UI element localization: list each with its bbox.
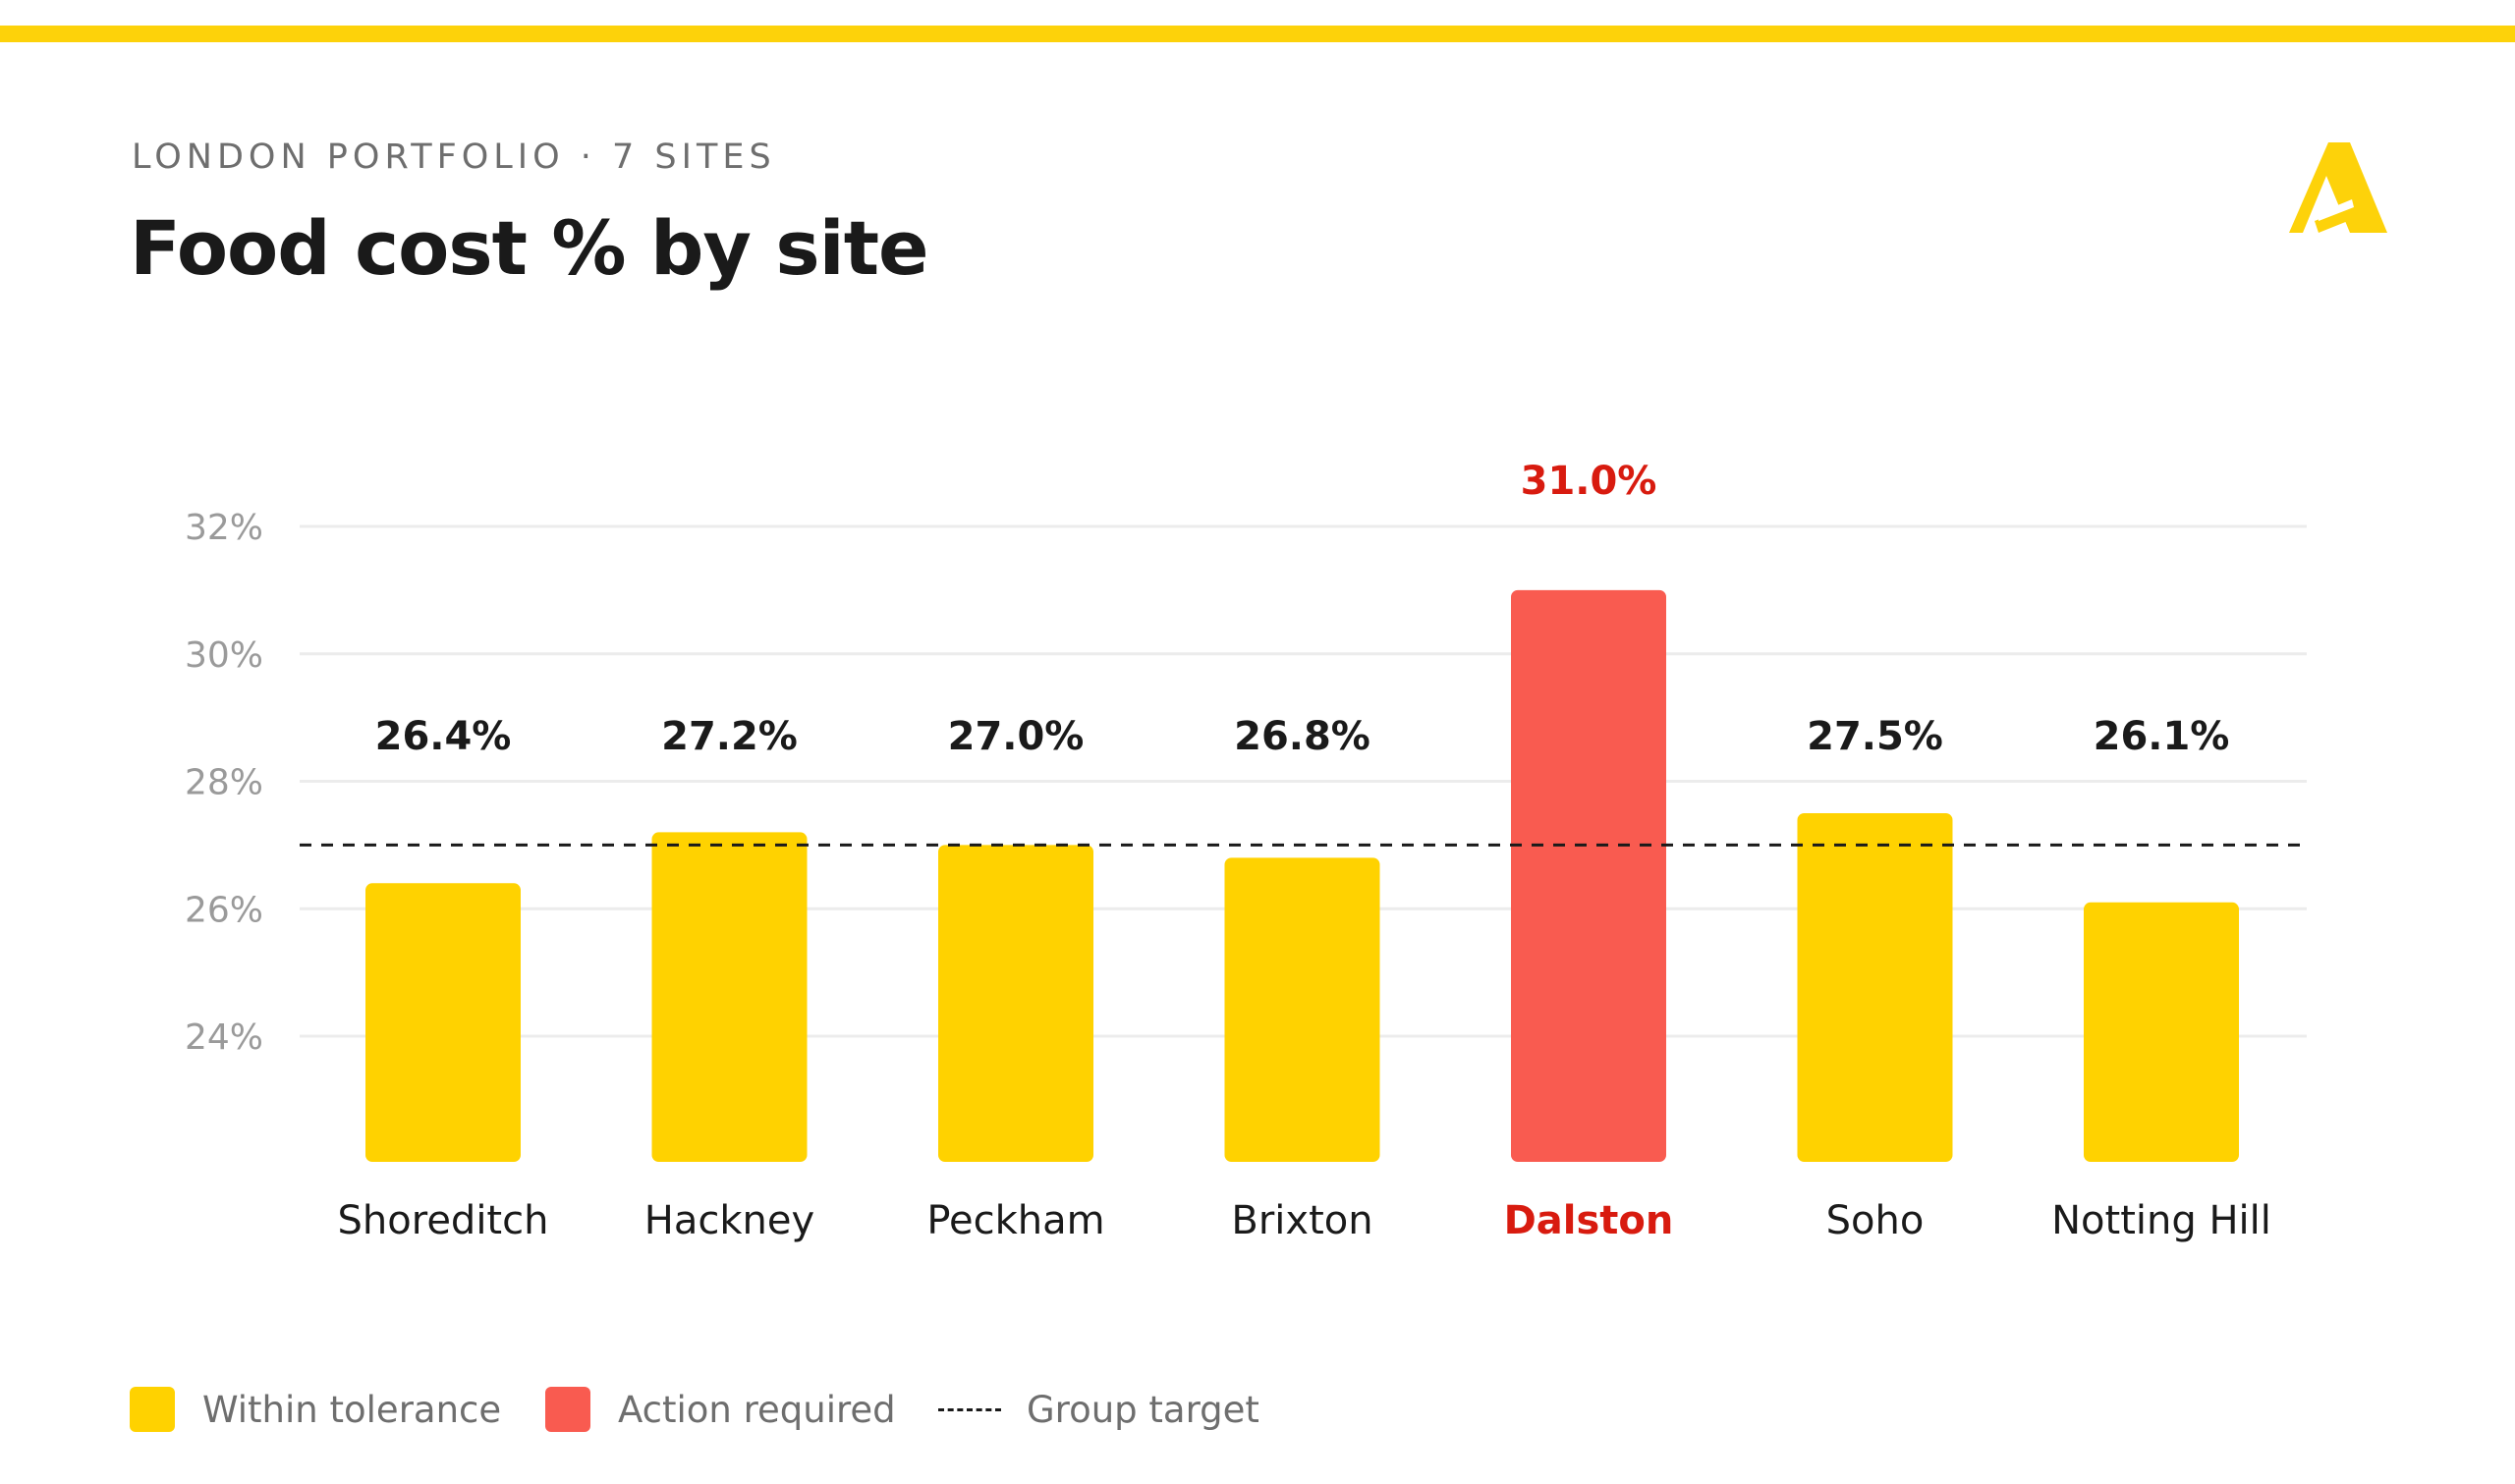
legend-target: Group target [938,1385,1259,1434]
x-category-label: Soho [1826,1198,1925,1243]
bar-brixton [1224,857,1380,1162]
y-tick-label: 28% [185,763,263,803]
x-category-label: Peckham [926,1198,1104,1243]
top-accent-bar [0,26,2515,42]
y-tick-label: 32% [185,508,263,548]
bar-value-label: 31.0% [1521,459,1657,504]
x-category-label: Brixton [1231,1198,1372,1243]
y-tick-label: 30% [185,635,263,676]
bar-value-label: 27.5% [1807,714,1943,759]
bar-hackney [651,832,808,1162]
bar-value-label: 26.1% [2094,714,2230,759]
bar-shoreditch [365,883,521,1162]
y-tick-label: 24% [185,1017,263,1058]
bar-value-label: 26.4% [375,714,512,759]
bar-dalston [1511,589,1666,1162]
bar-notting-hill [2084,902,2239,1162]
legend-action: Action required [545,1385,896,1434]
y-tick-label: 26% [185,890,263,930]
x-category-label: Dalston [1504,1198,1674,1243]
bar-value-label: 27.0% [948,714,1085,759]
legend-within-swatch [130,1387,175,1432]
chart-eyebrow: LONDON PORTFOLIO · 7 SITES [132,137,776,177]
legend-target-line [938,1407,1001,1411]
bar-value-label: 27.2% [661,714,798,759]
legend-action-label: Action required [618,1388,896,1431]
legend-target-label: Group target [1027,1388,1259,1431]
legend-within-label: Within tolerance [202,1388,502,1431]
bar-value-label: 26.8% [1234,714,1370,759]
legend-within: Within tolerance [130,1385,501,1434]
bar-soho [1797,812,1953,1162]
legend-action-swatch [545,1387,590,1432]
chart-title: Food cost % by site [130,204,929,292]
brand-a-icon [2289,142,2387,233]
x-category-label: Hackney [644,1198,814,1243]
x-category-label: Notting Hill [2051,1198,2271,1243]
x-category-label: Shoreditch [338,1198,549,1243]
bar-peckham [938,845,1093,1162]
